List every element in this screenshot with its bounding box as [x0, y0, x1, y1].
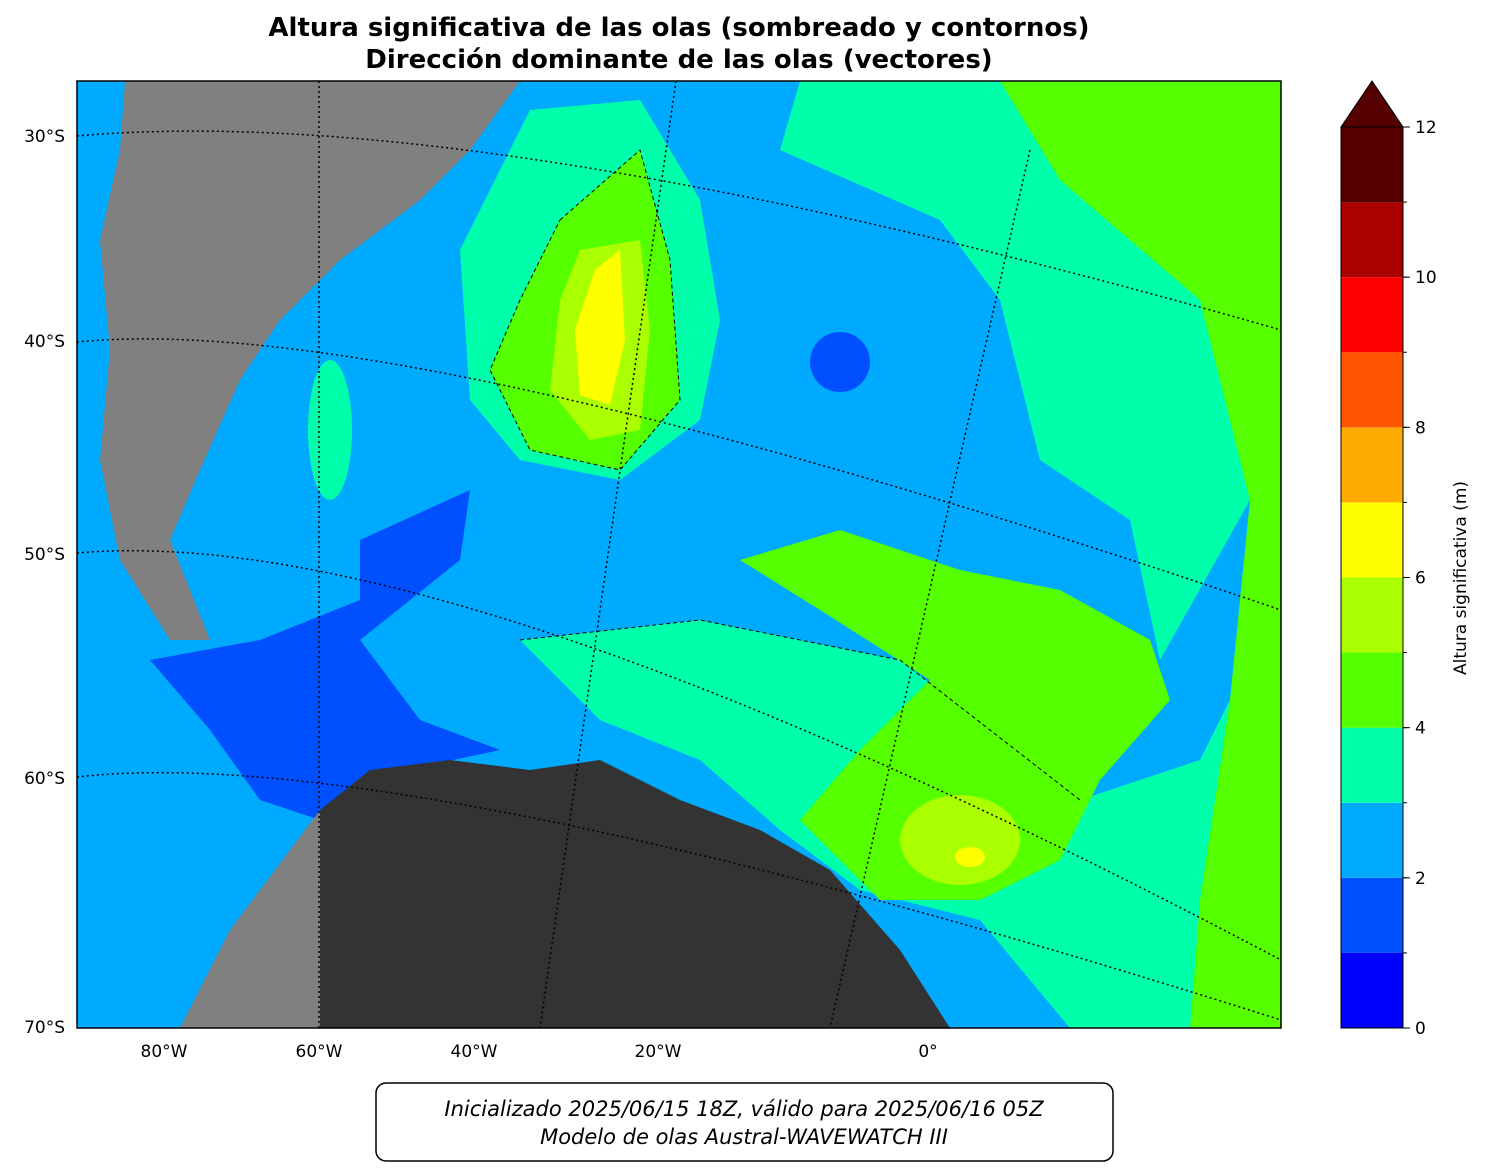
colorbar-band [1341, 277, 1403, 353]
graticule [77, 550, 1281, 961]
shade [575, 250, 625, 405]
colorbar-tick-label: 12 [1415, 118, 1437, 138]
map-frame [76, 80, 1282, 1029]
footer-box [375, 1082, 1114, 1162]
land [320, 760, 950, 1028]
graticule [77, 771, 1281, 1021]
graticule [829, 149, 1031, 1028]
colorbar-band [1341, 952, 1403, 1028]
shade [810, 332, 870, 392]
colorbar-tick-label: 2 [1415, 869, 1426, 889]
colorbar-band [1341, 352, 1403, 428]
contour [519, 619, 1081, 801]
lat-label: 40°S [24, 332, 65, 352]
colorbar-band [1341, 877, 1403, 953]
colorbar-band [1341, 577, 1403, 653]
colorbar-tick-label: 4 [1415, 719, 1426, 739]
shade [955, 847, 985, 867]
shade [780, 81, 1250, 660]
lon-label: 80°W [141, 1042, 188, 1062]
title-line: Dirección dominante de las olas (vectore… [365, 45, 992, 75]
colorbar-tick-label: 0 [1415, 1019, 1426, 1039]
shade [900, 795, 1020, 885]
lat-label: 30°S [24, 127, 65, 147]
colorbar-band [1341, 427, 1403, 503]
footer-line: Inicializado 2025/06/15 18Z, válido para… [444, 1097, 1044, 1121]
lat-label: 50°S [24, 545, 65, 565]
colorbar-tick-label: 10 [1415, 268, 1437, 288]
land [180, 810, 320, 1028]
colorbar-band [1341, 202, 1403, 278]
map-area [77, 81, 1281, 1028]
colorbar-label: Altura significativa (m) [1451, 481, 1471, 675]
lon-label: 20°W [635, 1042, 682, 1062]
lat-label: 60°S [24, 769, 65, 789]
shade [308, 360, 352, 500]
lon-label: 60°W [296, 1042, 343, 1062]
colorbar-extend [1340, 80, 1404, 128]
colorbar-band [1341, 802, 1403, 878]
colorbar-band [1341, 652, 1403, 728]
title-line: Altura significativa de las olas (sombre… [268, 13, 1089, 43]
land [100, 81, 520, 640]
lon-label: 40°W [451, 1042, 498, 1062]
footer-line: Modelo de olas Austral-WAVEWATCH III [540, 1125, 948, 1149]
shade [150, 490, 500, 820]
shade [1000, 81, 1281, 1028]
colorbar-band [1341, 727, 1403, 803]
colorbar-tick-label: 8 [1415, 418, 1426, 438]
colorbar-tick-label: 6 [1415, 569, 1426, 589]
lat-label: 70°S [24, 1018, 65, 1038]
lon-label: 0° [918, 1042, 937, 1062]
colorbar: 0 2 4 6 8 10 12 [1340, 80, 1437, 1039]
colorbar-band [1341, 127, 1403, 203]
colorbar-band [1341, 502, 1403, 578]
shade [740, 530, 1170, 900]
